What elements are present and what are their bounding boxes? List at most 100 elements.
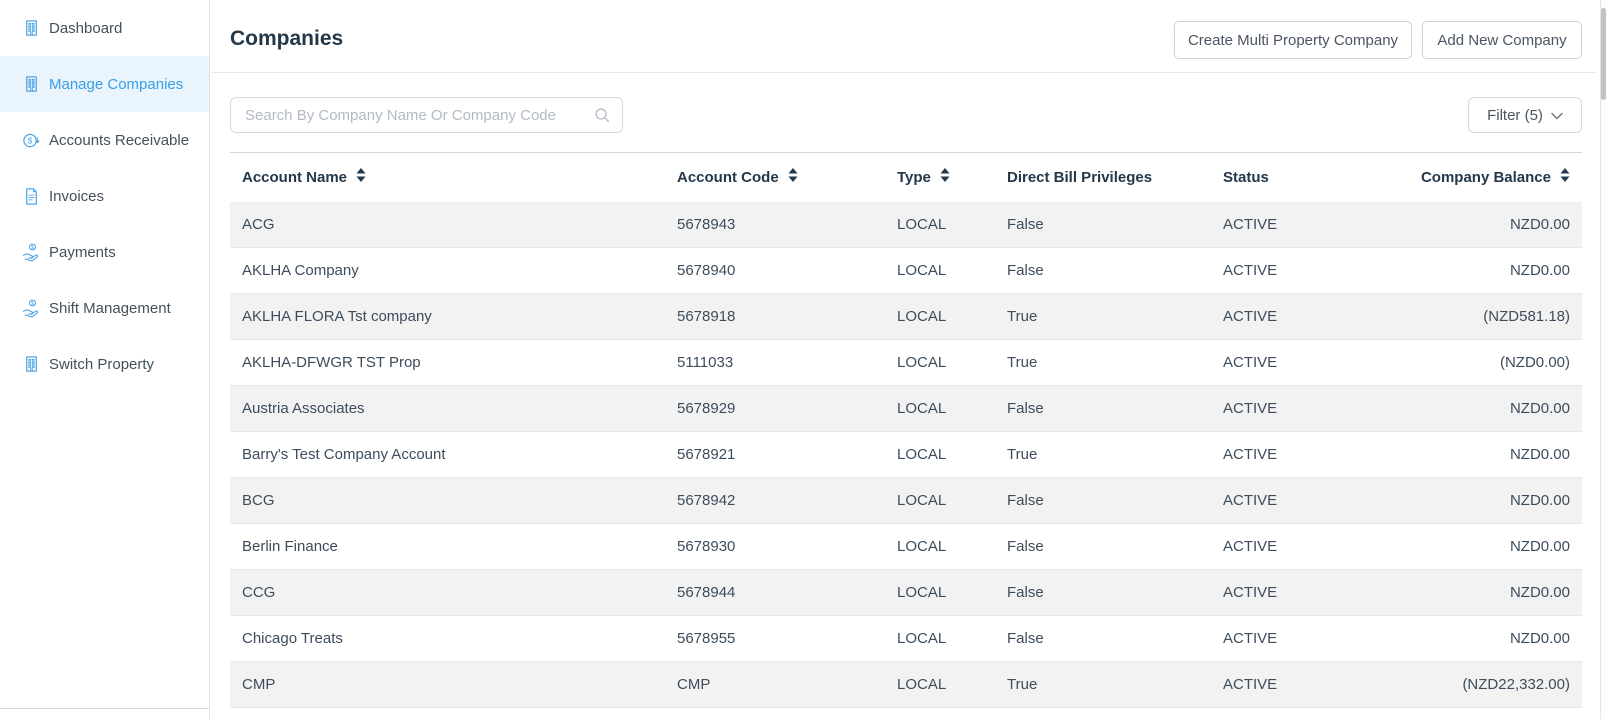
cell-account-code: 5678940 [665, 247, 885, 294]
table-row[interactable]: Austria Associates 5678929 LOCAL False ACTIV… [230, 385, 1582, 432]
cell-direct-bill: True [995, 339, 1211, 386]
cell-status: ACTIVE [1211, 247, 1383, 294]
cell-balance: NZD0.00 [1383, 523, 1582, 570]
table-row[interactable]: CMP CMP LOCAL True ACTIVE (NZD22,332.00) [230, 661, 1582, 708]
cell-status: ACTIVE [1211, 431, 1383, 478]
cell-account-code: 5111033 [665, 339, 885, 386]
column-header-account-code[interactable]: Account Code [665, 153, 885, 202]
cell-balance: NZD0.00 [1383, 477, 1582, 524]
cell-status: ACTIVE [1211, 661, 1383, 708]
cell-type: LOCAL [885, 431, 995, 478]
page-title: Companies [230, 27, 344, 50]
cell-type: LOCAL [885, 477, 995, 524]
cell-account-code: 5678944 [665, 569, 885, 616]
building-icon [20, 18, 42, 38]
create-multi-property-company-button[interactable]: Create Multi Property Company [1174, 21, 1412, 59]
table-row[interactable]: Berlin Finance 5678930 LOCAL False ACTIVE NZD… [230, 523, 1582, 570]
sidebar-item-switch-property[interactable]: Switch Property [0, 336, 209, 392]
cell-account-code: CMP [665, 661, 885, 708]
cell-status: ACTIVE [1211, 293, 1383, 340]
cell-direct-bill: True [995, 293, 1211, 340]
cell-account-code: 5678955 [665, 615, 885, 662]
column-header-type[interactable]: Type [885, 153, 995, 202]
cell-status: ACTIVE [1211, 385, 1383, 432]
filter-button[interactable]: Filter (5) [1468, 97, 1582, 133]
sort-icon [1560, 168, 1570, 186]
cell-type: LOCAL [885, 247, 995, 294]
cell-account-name: ACG [230, 201, 665, 248]
cell-account-name: Berlin Finance [230, 523, 665, 570]
cell-direct-bill: True [995, 661, 1211, 708]
cell-account-code: 5678930 [665, 523, 885, 570]
invoice-icon [20, 186, 42, 206]
sort-icon [788, 168, 798, 186]
cell-status: ACTIVE [1211, 523, 1383, 570]
sidebar-item-label: Shift Management [49, 299, 171, 317]
cell-status: ACTIVE [1211, 201, 1383, 248]
building-icon [20, 74, 42, 94]
sidebar-item-label: Invoices [49, 187, 105, 205]
cell-type: LOCAL [885, 615, 995, 662]
sidebar-item-label: Accounts Receivable [49, 131, 190, 149]
table-row[interactable]: Chicago Treats 5678955 LOCAL False ACTIVE NZD… [230, 615, 1582, 662]
cell-account-name: CCG [230, 569, 665, 616]
companies-table: Account Name Account Code Type Direct Bi… [230, 152, 1582, 708]
cell-direct-bill: False [995, 569, 1211, 616]
vertical-scrollbar-track[interactable] [1600, 0, 1607, 719]
column-header-status: Status [1223, 168, 1269, 186]
chevron-down-icon [1551, 107, 1563, 124]
sidebar-item-manage-companies[interactable]: Manage Companies [0, 56, 209, 112]
cell-balance: NZD0.00 [1383, 569, 1582, 616]
cell-direct-bill: True [995, 431, 1211, 478]
search-box [230, 97, 623, 133]
sidebar-item-label: Manage Companies [49, 75, 184, 93]
hand-coin-icon: $ [20, 298, 42, 318]
table-row[interactable]: Barry's Test Company Account 5678921 LOCAL… [230, 431, 1582, 478]
cell-balance: (NZD22,332.00) [1383, 661, 1582, 708]
cell-account-name: Chicago Treats [230, 615, 665, 662]
cell-balance: (NZD0.00) [1383, 339, 1582, 386]
sidebar-item-label: Dashboard [49, 19, 123, 37]
sidebar-item-shift-management[interactable]: $ Shift Management [0, 280, 209, 336]
table-row[interactable]: AKLHA-DFWGR TST Prop 5111033 LOCAL True ACTI… [230, 339, 1582, 386]
sidebar-item-dashboard[interactable]: Dashboard [0, 0, 209, 56]
sidebar-item-label: Switch Property [49, 355, 155, 373]
cell-account-name: AKLHA Company [230, 247, 665, 294]
cell-account-code: 5678929 [665, 385, 885, 432]
column-header-company-balance[interactable]: Company Balance [1383, 153, 1582, 202]
cell-account-name: Austria Associates [230, 385, 665, 432]
column-header-direct-bill-privileges: Direct Bill Privileges [1007, 168, 1153, 186]
search-input[interactable] [230, 97, 623, 133]
cell-direct-bill: False [995, 201, 1211, 248]
table-header-row: Account Name Account Code Type Direct Bi… [230, 153, 1582, 202]
add-new-company-button[interactable]: Add New Company [1422, 21, 1582, 59]
cell-status: ACTIVE [1211, 569, 1383, 616]
search-icon [594, 107, 610, 128]
cell-type: LOCAL [885, 661, 995, 708]
table-row[interactable]: BCG 5678942 LOCAL False ACTIVE NZD0.00 [230, 477, 1582, 524]
cell-status: ACTIVE [1211, 615, 1383, 662]
cell-balance: (NZD581.18) [1383, 293, 1582, 340]
table-row[interactable]: AKLHA Company 5678940 LOCAL False ACTIVE NZD0… [230, 247, 1582, 294]
cell-type: LOCAL [885, 201, 995, 248]
table-row[interactable]: ACG 5678943 LOCAL False ACTIVE NZD0.00 [230, 201, 1582, 248]
cell-balance: NZD0.00 [1383, 385, 1582, 432]
sidebar-item-label: Payments [49, 243, 116, 261]
cell-direct-bill: False [995, 247, 1211, 294]
sidebar-item-payments[interactable]: $ Payments [0, 224, 209, 280]
sort-icon [356, 168, 366, 186]
cell-status: ACTIVE [1211, 339, 1383, 386]
cell-account-name: Barry's Test Company Account [230, 431, 665, 478]
cell-account-code: 5678942 [665, 477, 885, 524]
table-row[interactable]: CCG 5678944 LOCAL False ACTIVE NZD0.00 [230, 569, 1582, 616]
vertical-scrollbar-thumb[interactable] [1601, 8, 1606, 100]
column-header-account-name[interactable]: Account Name [230, 153, 665, 202]
cell-account-code: 5678943 [665, 201, 885, 248]
dollar-circle-icon: $ [20, 130, 42, 150]
sidebar-item-accounts-receivable[interactable]: $ Accounts Receivable [0, 112, 209, 168]
cell-direct-bill: False [995, 385, 1211, 432]
sidebar: Dashboard Manage Companies $ Accounts Re… [0, 0, 210, 719]
sidebar-item-invoices[interactable]: Invoices [0, 168, 209, 224]
table-row[interactable]: AKLHA FLORA Tst company 5678918 LOCAL True A… [230, 293, 1582, 340]
cell-account-name: AKLHA-DFWGR TST Prop [230, 339, 665, 386]
